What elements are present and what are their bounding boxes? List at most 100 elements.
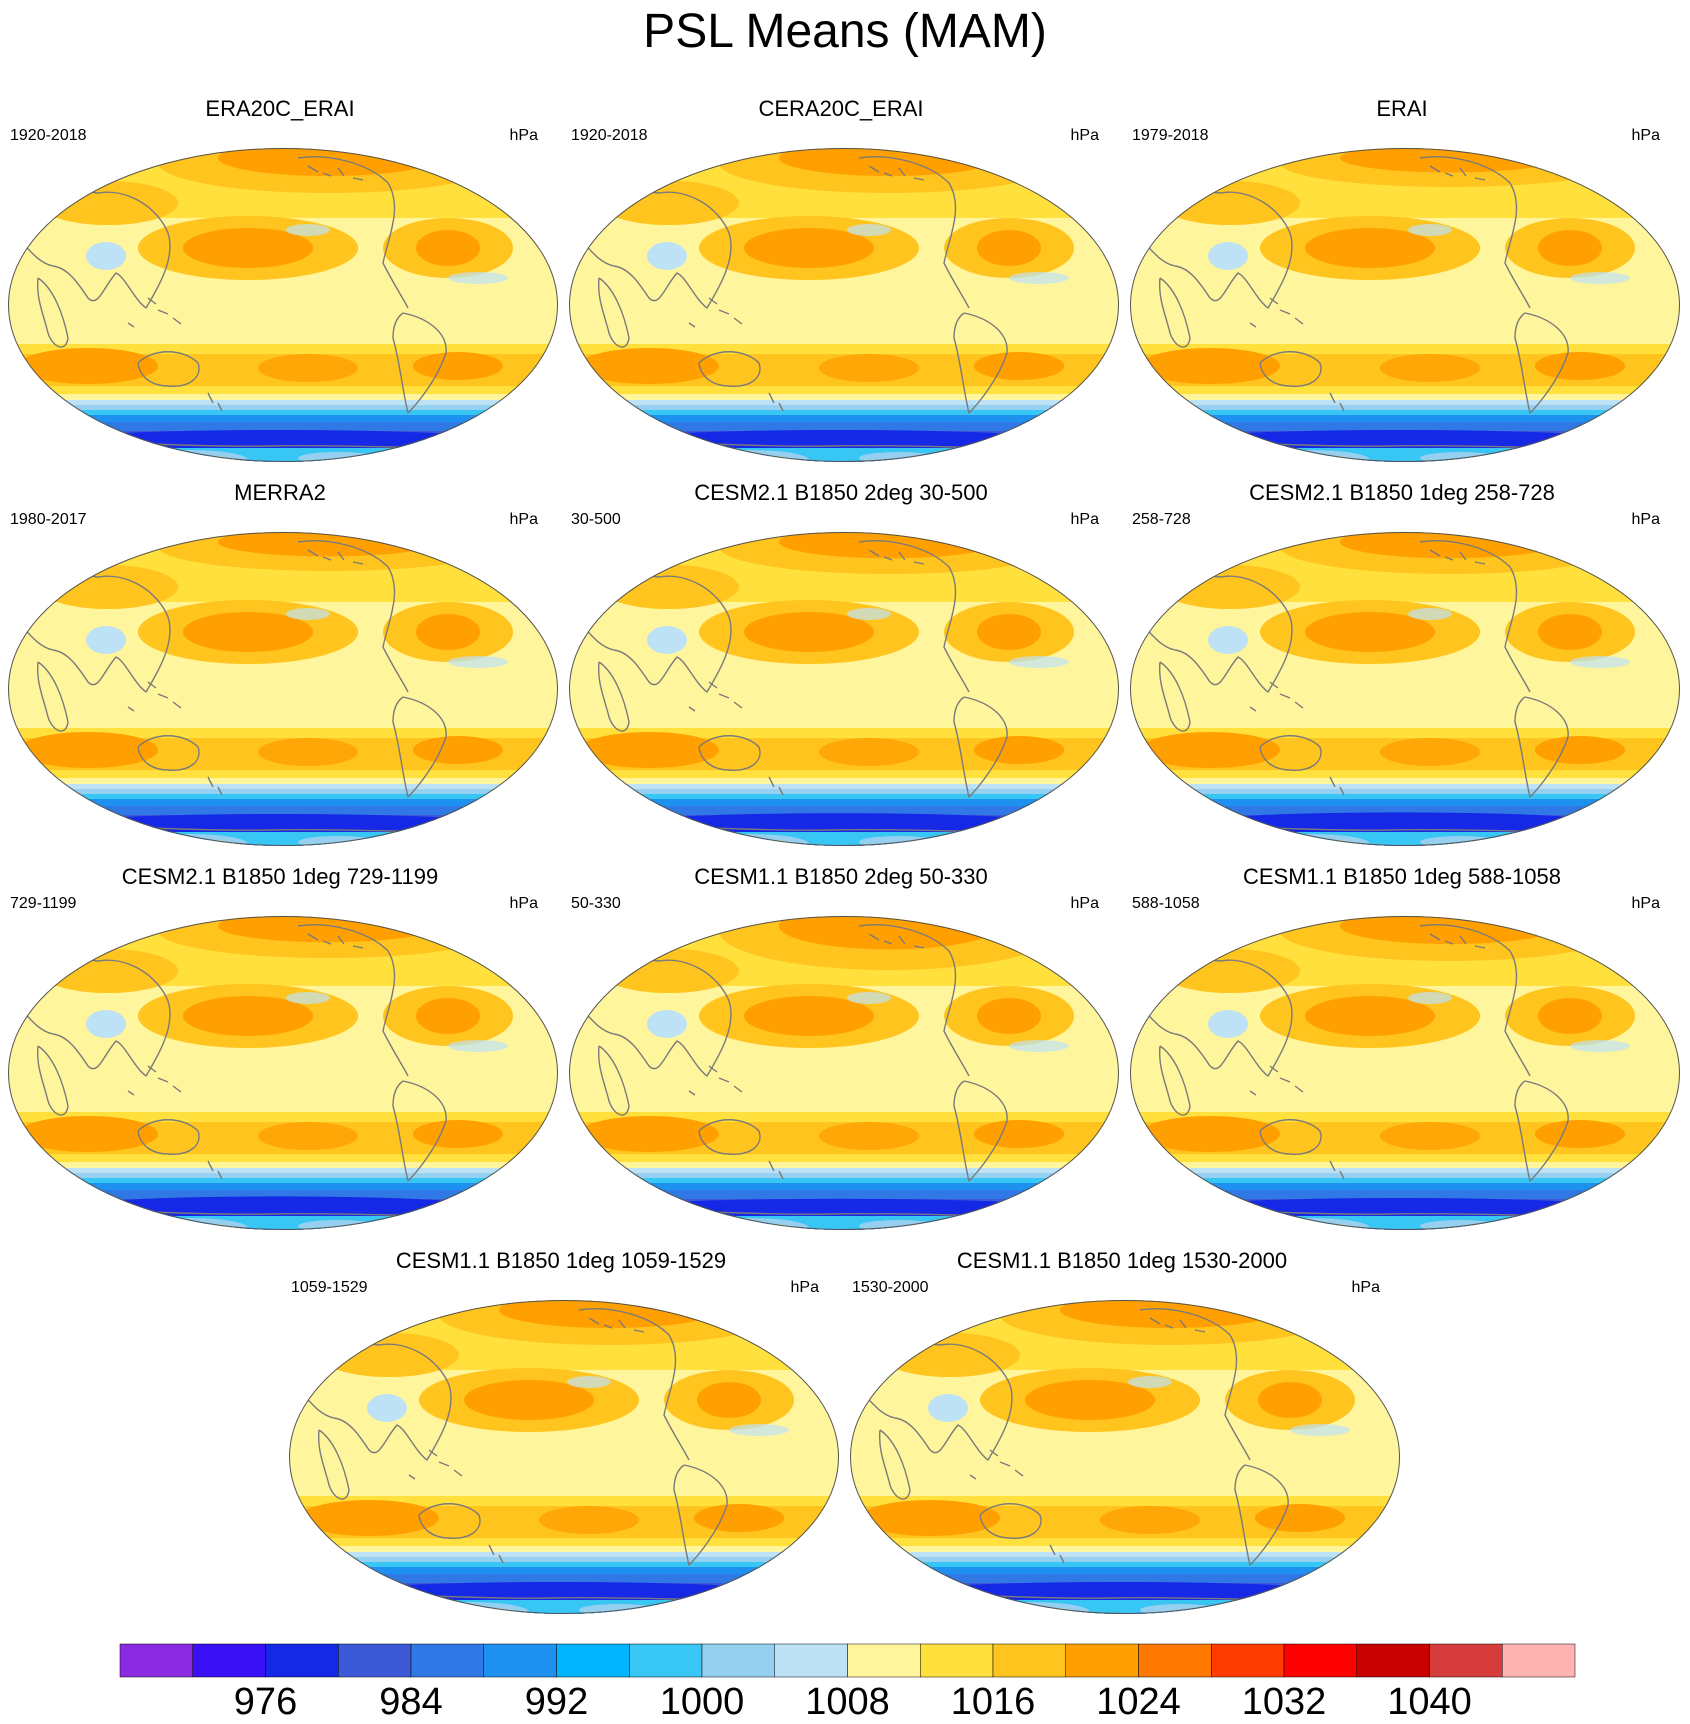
arctic-islands	[588, 1317, 645, 1333]
islands	[688, 1065, 784, 1180]
map-outline	[569, 148, 1119, 462]
azores-high-core	[1538, 614, 1602, 650]
azores-high-core	[977, 614, 1041, 650]
colorbar-swatch	[483, 1643, 557, 1678]
arctic-islands	[1429, 165, 1486, 181]
map-panel: CESM2.1 B1850 1deg 729-1199 729-1199 hPa	[0, 864, 560, 1234]
map-panel: CESM1.1 B1850 1deg 1530-2000 1530-2000 hPa	[842, 1248, 1402, 1618]
islands	[969, 1449, 1065, 1564]
map-outline	[289, 1300, 839, 1614]
panel-period-label: 729-1199	[10, 895, 77, 912]
south-atlantic-high	[1535, 1120, 1625, 1148]
africa-coast	[317, 1429, 350, 1500]
azores-high-core	[1538, 230, 1602, 266]
australia-coast	[1259, 1119, 1322, 1155]
islands	[127, 681, 223, 796]
south-indian-high	[18, 732, 158, 768]
map-panel: CESM2.1 B1850 1deg 258-728 258-728 hPa	[1122, 480, 1682, 850]
arctic-islands	[1149, 1317, 1206, 1333]
colorbar-label: 1032	[1242, 1681, 1327, 1723]
figure-title: PSL Means (MAM)	[643, 5, 1047, 58]
south-atlantic-high	[974, 1120, 1064, 1148]
north-america-coast	[1419, 156, 1531, 309]
arctic-islands	[307, 549, 364, 565]
north-america-coast	[297, 156, 409, 309]
south-pacific-high	[1380, 738, 1480, 766]
colorbar-swatch	[556, 1643, 630, 1678]
south-atlantic-high	[413, 736, 503, 764]
south-indian-high	[18, 348, 158, 384]
circumpolar-trough	[78, 430, 478, 446]
eurasia-coast	[578, 191, 732, 309]
panel-units-label: hPa	[790, 1279, 819, 1296]
aleutian-low	[286, 224, 330, 236]
north-pacific-high-core	[744, 996, 874, 1036]
eurasia-coast	[1139, 959, 1293, 1077]
north-pacific-high-core	[744, 228, 874, 268]
panel-title: CESM1.1 B1850 1deg 588-1058	[1242, 864, 1561, 889]
north-pacific-high-core	[1305, 228, 1435, 268]
south-atlantic-high	[1535, 736, 1625, 764]
azores-high-core	[416, 230, 480, 266]
colorbar-swatch	[410, 1643, 484, 1678]
colorbar-label: 1000	[660, 1681, 745, 1723]
north-pacific-high-core	[1305, 996, 1435, 1036]
south-atlantic-high	[1535, 352, 1625, 380]
arctic-islands	[1429, 933, 1486, 949]
atlantic-low	[448, 272, 508, 284]
map-outline	[850, 1300, 1400, 1614]
colorbar-swatch	[1065, 1643, 1139, 1678]
south-pacific-high	[258, 354, 358, 382]
islands	[1249, 681, 1345, 796]
arctic-islands	[868, 549, 925, 565]
colorbar-swatch	[920, 1643, 994, 1678]
atlantic-low	[1009, 1040, 1069, 1052]
africa-coast	[878, 1429, 911, 1500]
south-indian-high	[18, 1116, 158, 1152]
australia-coast	[698, 735, 761, 771]
tibet-low	[1208, 1010, 1248, 1038]
arctic-islands	[307, 933, 364, 949]
islands	[688, 681, 784, 796]
map-panel: ERA20C_ERAI 1920-2018 hPa	[0, 96, 560, 466]
map-panel: ERAI 1979-2018 hPa	[1122, 96, 1682, 466]
south-atlantic-high	[413, 352, 503, 380]
south-america-coast	[953, 696, 1008, 798]
colorbar-swatch	[701, 1643, 775, 1678]
tibet-low	[1208, 626, 1248, 654]
south-america-coast	[1514, 312, 1569, 414]
panel-period-label: 1530-2000	[852, 1279, 929, 1296]
north-america-coast	[297, 924, 409, 1077]
south-america-coast	[1514, 696, 1569, 798]
eurasia-coast	[578, 959, 732, 1077]
circumpolar-trough	[639, 430, 1039, 446]
azores-high-core	[1258, 1382, 1322, 1418]
aleutian-low	[847, 224, 891, 236]
south-indian-high	[579, 1116, 719, 1152]
africa-coast	[597, 277, 630, 348]
north-pacific-high-core	[464, 1380, 594, 1420]
map-outline	[1130, 148, 1680, 462]
map-outline	[569, 916, 1119, 1230]
atlantic-low	[1009, 272, 1069, 284]
north-america-coast	[578, 1308, 690, 1461]
map-outline	[1130, 916, 1680, 1230]
panel-title: MERRA2	[234, 480, 326, 505]
south-indian-high	[860, 1500, 1000, 1536]
africa-coast	[597, 1045, 630, 1116]
circumpolar-trough	[639, 1198, 1039, 1214]
psl-map	[8, 532, 558, 846]
eurasia-coast	[298, 1343, 452, 1461]
south-pacific-high	[1380, 354, 1480, 382]
aleutian-low	[1128, 1376, 1172, 1388]
panel-title: CESM1.1 B1850 2deg 50-330	[694, 864, 988, 889]
map-panel: CESM2.1 B1850 2deg 30-500 30-500 hPa	[561, 480, 1121, 850]
arctic-islands	[868, 165, 925, 181]
north-america-coast	[858, 540, 970, 693]
aleutian-low	[1408, 224, 1452, 236]
azores-high-core	[416, 614, 480, 650]
map-outline	[1130, 532, 1680, 846]
tibet-low	[647, 626, 687, 654]
panel-period-label: 588-1058	[1132, 895, 1200, 912]
circumpolar-trough	[78, 814, 478, 830]
